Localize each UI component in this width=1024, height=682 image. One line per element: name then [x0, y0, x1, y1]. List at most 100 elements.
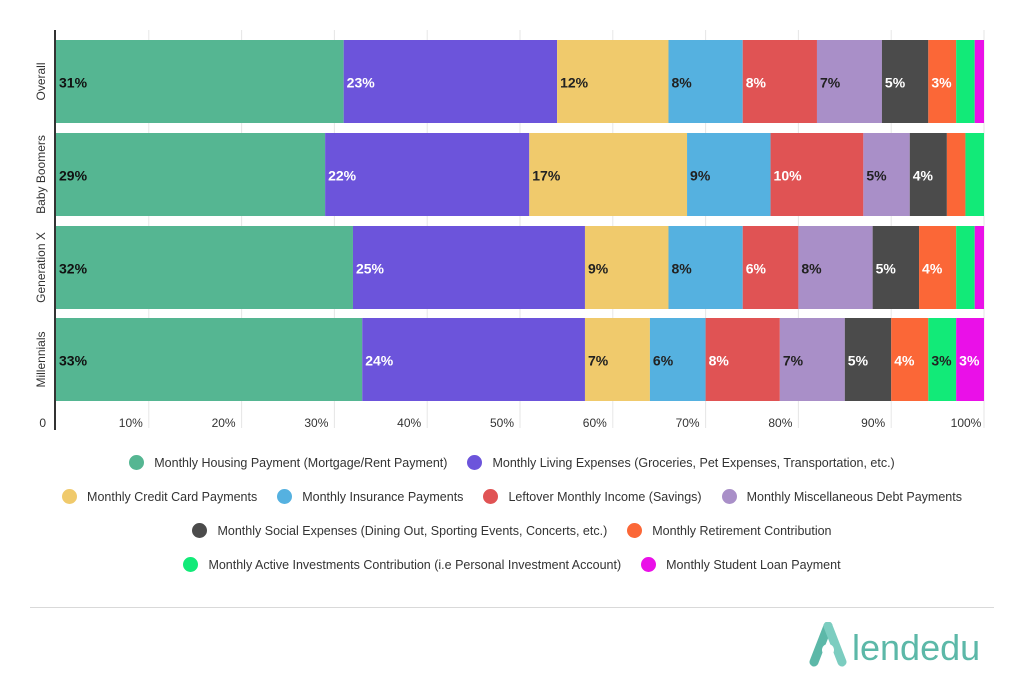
bar-segment [584, 226, 669, 309]
bar-segment [56, 318, 363, 401]
x-tick-label: 90% [861, 416, 885, 430]
data-label: 24% [365, 353, 394, 369]
legend-item: Monthly Social Expenses (Dining Out, Spo… [192, 523, 607, 538]
data-label: 33% [59, 353, 88, 369]
bar-segment [687, 133, 771, 216]
data-label: 5% [876, 261, 897, 277]
data-label: 4% [922, 261, 943, 277]
category-label: Millennials [34, 331, 48, 387]
data-label: 7% [820, 75, 841, 91]
bar-segment [56, 40, 344, 123]
legend-swatch [62, 489, 78, 504]
bar-segment [742, 40, 817, 123]
x-tick-label: 20% [212, 416, 236, 430]
bar-segment [668, 40, 743, 123]
legend-swatch [129, 455, 145, 470]
data-label: 9% [588, 261, 609, 277]
legend-item: Monthly Miscellaneous Debt Payments [721, 489, 962, 504]
data-label: 8% [671, 75, 692, 91]
footer-divider [30, 607, 994, 608]
data-label: 5% [885, 75, 906, 91]
legend-label: Monthly Student Loan Payment [666, 557, 841, 572]
legend-label: Monthly Credit Card Payments [87, 489, 258, 504]
data-label: 3% [931, 75, 952, 91]
legend-row: Monthly Credit Card Payments Monthly Insu… [0, 489, 1024, 504]
legend-item: Monthly Credit Card Payments [62, 489, 257, 504]
bar-segment [779, 318, 845, 401]
bar-segment [343, 40, 558, 123]
data-label: 23% [347, 75, 376, 91]
bar-segment [919, 226, 957, 309]
bar-segment [928, 40, 957, 123]
category-label: Overall [34, 62, 48, 100]
data-label: 29% [59, 168, 88, 184]
lendedu-logo-icon [809, 622, 847, 667]
data-label: 5% [848, 353, 869, 369]
bar-segment [891, 318, 929, 401]
x-tick-label: 80% [768, 416, 792, 430]
data-label: 8% [801, 261, 822, 277]
bar-segment [352, 226, 585, 309]
bar-segment [816, 40, 882, 123]
bar-segment [974, 40, 984, 123]
legend-item: Monthly Insurance Payments [277, 489, 463, 504]
legend-row: Monthly Active Investments Contribution … [0, 557, 1024, 572]
stacked-bar-chart: 0 10% 20% 30% 40% 50% 60% 70% 80% 90% 100% 31% 23% 12… [34, 30, 985, 430]
data-label: 8% [709, 353, 730, 369]
x-tick-label: 50% [490, 416, 514, 430]
bar-segment [881, 40, 929, 123]
category-label: Baby Boomers [34, 135, 48, 214]
legend-item: Monthly Retirement Contribution [627, 523, 832, 538]
legend-label: Monthly Social Expenses (Dining Out, Spo… [217, 523, 608, 538]
data-label: 4% [913, 168, 934, 184]
x-tick-label: 100% [951, 416, 982, 430]
data-label: 31% [59, 75, 88, 91]
bar-segment [974, 226, 984, 309]
data-label: 7% [588, 353, 609, 369]
legend-item: Monthly Living Expenses (Groceries, Pet … [467, 455, 895, 470]
bar-segment [863, 133, 910, 216]
legend-item: Monthly Student Loan Payment [641, 557, 841, 572]
legend-item: Monthly Active Investments Contribution … [183, 557, 621, 572]
x-tick-label: 30% [304, 416, 328, 430]
bar-segment [956, 40, 975, 123]
bar-segment [909, 133, 947, 216]
legend-swatch [192, 523, 208, 538]
legend-swatch [483, 489, 499, 504]
bar-segment [956, 318, 984, 401]
legend-item: Monthly Housing Payment (Mortgage/Rent P… [129, 455, 447, 470]
legend-row: Monthly Social Expenses (Dining Out, Spo… [0, 523, 1024, 538]
bar-segment [668, 226, 743, 309]
legend-label: Monthly Retirement Contribution [652, 523, 832, 538]
bar-segment [529, 133, 688, 216]
bar-segment [965, 133, 984, 216]
lendedu-logo: lendedu [809, 622, 980, 668]
legend-swatch [627, 523, 643, 538]
legend-item: Leftover Monthly Income (Savings) [483, 489, 702, 504]
legend-label: Monthly Insurance Payments [302, 489, 464, 504]
data-label: 12% [560, 75, 589, 91]
legend-label: Monthly Active Investments Contribution … [208, 557, 622, 572]
category-label: Generation X [34, 232, 48, 303]
data-label: 10% [774, 168, 803, 184]
data-label: 5% [866, 168, 887, 184]
legend-swatch [277, 489, 293, 504]
data-label: 3% [959, 353, 980, 369]
bar-segment [770, 133, 864, 216]
bar-segment [705, 318, 780, 401]
data-label: 17% [532, 168, 561, 184]
data-label: 7% [783, 353, 804, 369]
data-label: 4% [894, 353, 915, 369]
x-tick-label: 0 [39, 416, 46, 430]
bar-segment [742, 226, 799, 309]
data-label: 32% [59, 261, 88, 277]
bar-segment [844, 318, 892, 401]
bar-segment [649, 318, 706, 401]
bar-segment [956, 226, 975, 309]
bar-segment [557, 40, 669, 123]
data-label: 8% [746, 75, 767, 91]
bar-segment [56, 133, 326, 216]
data-label: 6% [653, 353, 674, 369]
data-label: 8% [671, 261, 692, 277]
bar-segment [798, 226, 873, 309]
